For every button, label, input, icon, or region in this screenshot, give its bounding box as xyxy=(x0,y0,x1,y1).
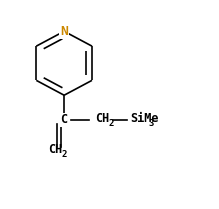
Text: 3: 3 xyxy=(148,119,154,128)
Text: SiMe: SiMe xyxy=(130,112,159,125)
Text: N: N xyxy=(60,25,68,38)
Text: C: C xyxy=(61,113,68,126)
Text: 2: 2 xyxy=(109,119,114,128)
Text: CH: CH xyxy=(48,143,62,156)
Text: 2: 2 xyxy=(61,150,67,159)
Text: CH: CH xyxy=(95,112,109,125)
